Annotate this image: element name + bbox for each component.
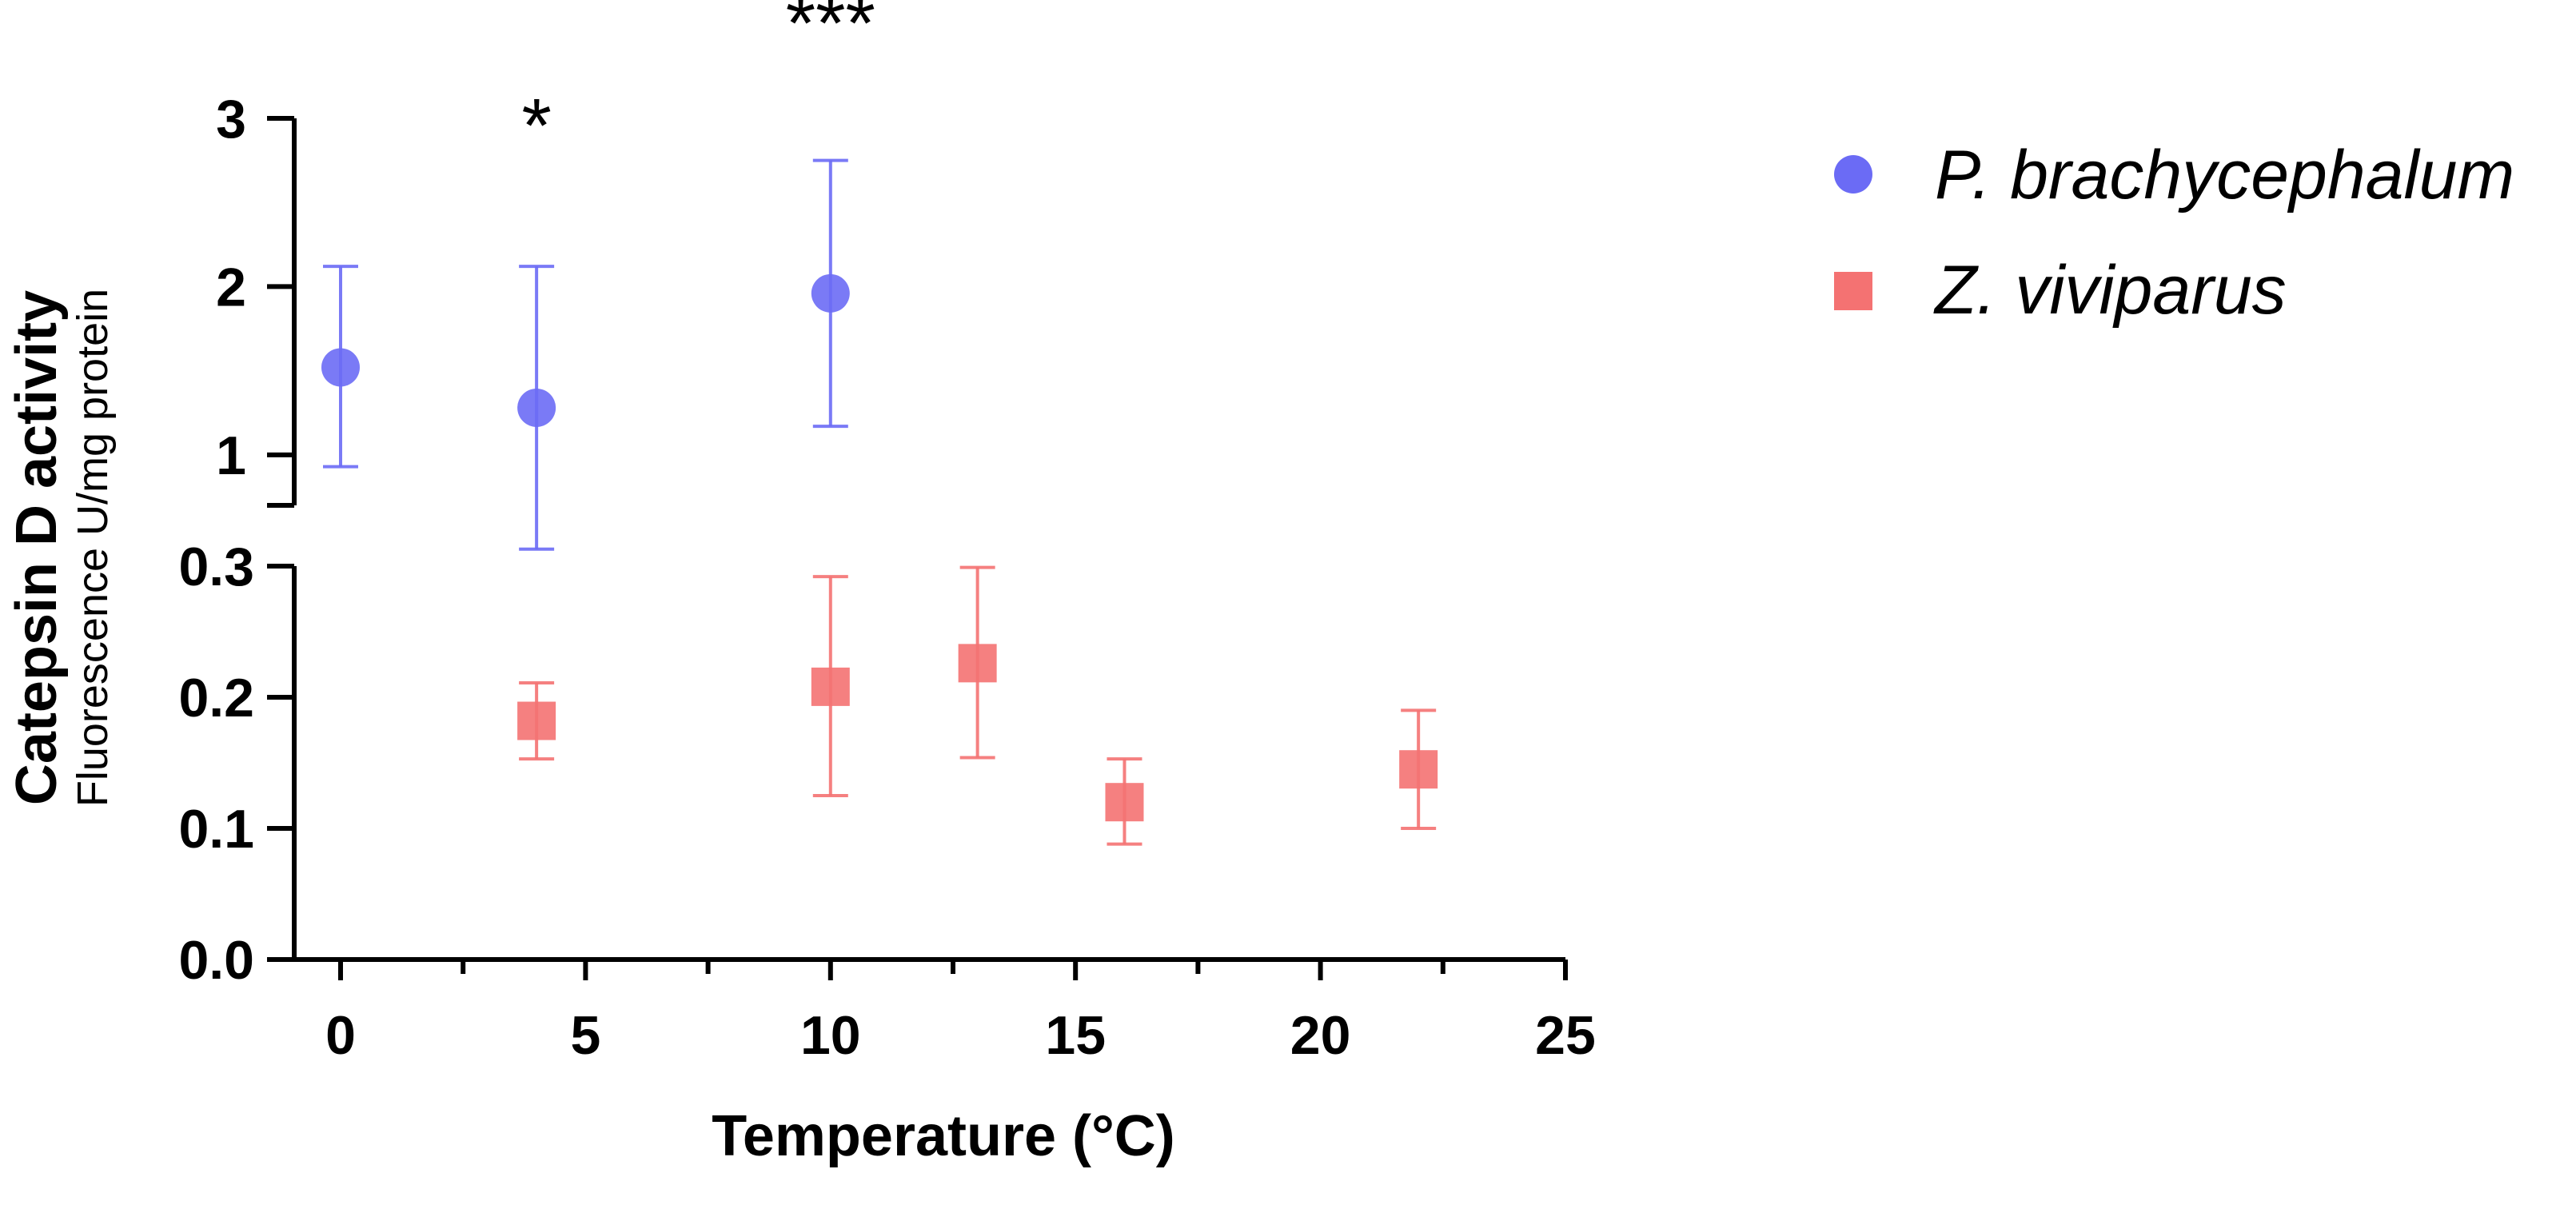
point-z-viviparus (1105, 783, 1144, 822)
y-tick-label-upper: 1 (216, 425, 246, 486)
y-tick-label-lower: 0.0 (178, 930, 254, 991)
point-z-viviparus (811, 667, 850, 706)
point-p-brachycephalum (811, 273, 850, 313)
y-tick-label-lower: 0.3 (178, 537, 254, 597)
point-z-viviparus (958, 644, 997, 683)
point-p-brachycephalum (517, 388, 556, 427)
x-tick-label: 20 (1290, 1005, 1351, 1066)
x-tick-label: 0 (325, 1005, 356, 1066)
legend-label-z-viviparus: Z. viviparus (1933, 252, 2287, 329)
y-tick-label-upper: 3 (216, 89, 246, 150)
x-tick-label: 25 (1535, 1005, 1596, 1066)
point-z-viviparus (517, 701, 556, 740)
y-axis-sublabel: Fluorescence U/mg protein (69, 289, 117, 807)
legend-label-p-brachycephalum: P. brachycephalum (1935, 137, 2514, 213)
significance-marker: *** (786, 0, 875, 66)
y-axis-title: Catepsin D activity Fluorescence U/mg pr… (5, 289, 117, 807)
y-tick-label-lower: 0.2 (178, 668, 254, 728)
y-tick-label-upper: 2 (216, 257, 246, 317)
x-axis-label: Temperature (°C) (712, 1104, 1175, 1168)
ticks: 0 5 10 15 20 25 0.0 0.1 0.2 0.3 1 2 3 (178, 89, 1595, 1066)
legend-marker-z-viviparus (1834, 272, 1872, 310)
legend: P. brachycephalum Z. viviparus (1834, 137, 2514, 329)
significance-marker: * (521, 83, 551, 169)
legend-marker-p-brachycephalum (1834, 155, 1872, 194)
x-tick-label: 10 (800, 1005, 861, 1066)
error-bars (323, 158, 1437, 846)
data-points (321, 273, 1438, 822)
point-z-viviparus (1399, 750, 1438, 789)
significance-annotations: **** (521, 0, 875, 169)
y-axis-label: Catepsin D activity (5, 290, 69, 805)
x-tick-label: 15 (1045, 1005, 1106, 1066)
axes (267, 118, 1565, 962)
y-tick-label-lower: 0.1 (178, 799, 254, 860)
x-tick-label: 5 (570, 1005, 600, 1066)
point-p-brachycephalum (321, 348, 360, 387)
